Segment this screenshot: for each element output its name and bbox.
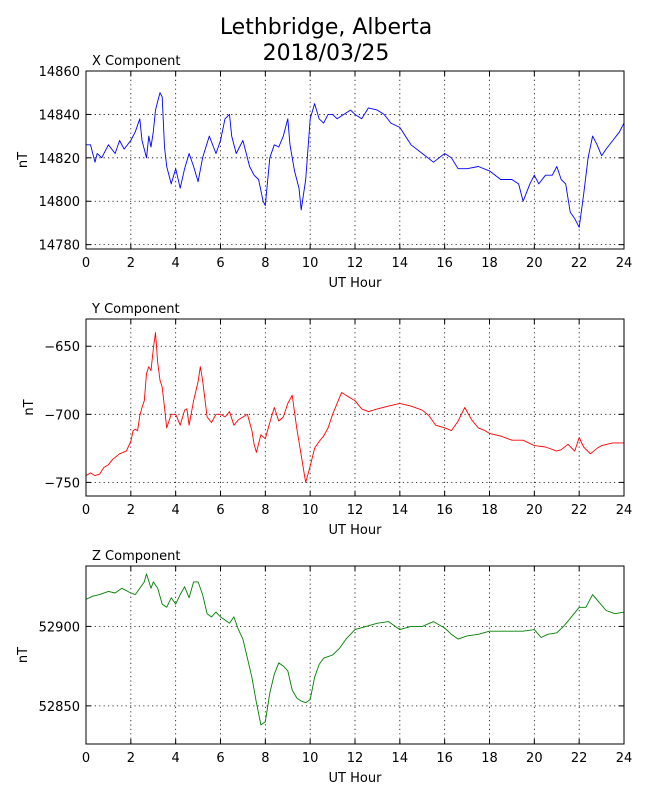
x-tick-label: 12	[347, 503, 364, 518]
x-tick-label: 16	[436, 751, 453, 766]
x-axis-label: UT Hour	[329, 523, 383, 538]
series-line	[85, 332, 624, 483]
series-line	[86, 92, 625, 228]
x-tick-label: 0	[82, 751, 90, 766]
y-axis-label: nT	[16, 152, 31, 168]
x-tick-label: 8	[261, 503, 269, 518]
panel-title: Z Component	[92, 549, 181, 564]
x-tick-label: 14	[392, 751, 409, 766]
x-tick-label: 22	[571, 751, 588, 766]
x-tick-label: 14	[392, 256, 409, 271]
figure-title-line1: Lethbridge, Alberta	[220, 15, 432, 40]
y-axis-label: nT	[16, 647, 31, 663]
x-tick-label: 6	[216, 751, 224, 766]
y-tick-label: 14820	[39, 152, 80, 167]
x-tick-label: 4	[172, 256, 180, 271]
x-tick-label: 20	[526, 503, 543, 518]
x-tick-label: 20	[526, 256, 543, 271]
y-tick-label: 14840	[39, 108, 80, 123]
x-tick-label: 0	[82, 503, 90, 518]
x-tick-label: 24	[616, 751, 633, 766]
x-tick-label: 8	[261, 256, 269, 271]
x-tick-label: 0	[82, 256, 90, 271]
x-tick-label: 2	[127, 503, 135, 518]
x-tick-label: 12	[347, 256, 364, 271]
x-tick-label: 2	[127, 751, 135, 766]
x-tick-label: 16	[436, 256, 453, 271]
x-axis-label: UT Hour	[329, 276, 383, 291]
x-axis-label: UT Hour	[329, 771, 383, 786]
x-tick-label: 22	[571, 503, 588, 518]
x-tick-label: 20	[526, 751, 543, 766]
panel-title: X Component	[92, 54, 181, 69]
y-tick-label: 14800	[39, 195, 80, 210]
figure-title-line2: 2018/03/25	[263, 41, 390, 66]
x-tick-label: 24	[616, 503, 633, 518]
y-tick-label: 14860	[39, 65, 80, 80]
x-tick-label: 4	[172, 503, 180, 518]
x-tick-label: 2	[127, 256, 135, 271]
x-tick-label: 16	[436, 503, 453, 518]
panel-1: 0 2 4 6 8 10 12 14 16 18 20 22 241478014800148201484…	[16, 54, 632, 291]
x-tick-label: 22	[571, 256, 588, 271]
x-tick-label: 18	[481, 503, 498, 518]
x-tick-label: 6	[216, 503, 224, 518]
y-tick-label: 52850	[39, 700, 80, 715]
y-tick-label: 52900	[39, 620, 80, 635]
x-tick-label: 10	[302, 503, 319, 518]
series-line	[85, 573, 625, 726]
x-tick-label: 18	[481, 751, 498, 766]
y-tick-label: 14780	[39, 239, 80, 254]
x-tick-label: 6	[216, 256, 224, 271]
x-tick-label: 8	[261, 751, 269, 766]
panels: 0 2 4 6 8 10 12 14 16 18 20 22 241478014800148201484…	[16, 54, 632, 786]
x-tick-label: 24	[616, 256, 633, 271]
y-axis-label: nT	[22, 399, 37, 415]
panel-title: Y Component	[91, 302, 180, 317]
y-tick-label: −650	[44, 340, 80, 355]
x-tick-label: 14	[392, 503, 409, 518]
y-tick-label: −750	[44, 476, 80, 491]
x-tick-label: 12	[347, 751, 364, 766]
y-tick-label: −700	[44, 408, 80, 423]
x-tick-label: 4	[172, 751, 180, 766]
x-tick-label: 18	[481, 256, 498, 271]
x-tick-label: 10	[302, 751, 319, 766]
x-tick-label: 10	[302, 256, 319, 271]
